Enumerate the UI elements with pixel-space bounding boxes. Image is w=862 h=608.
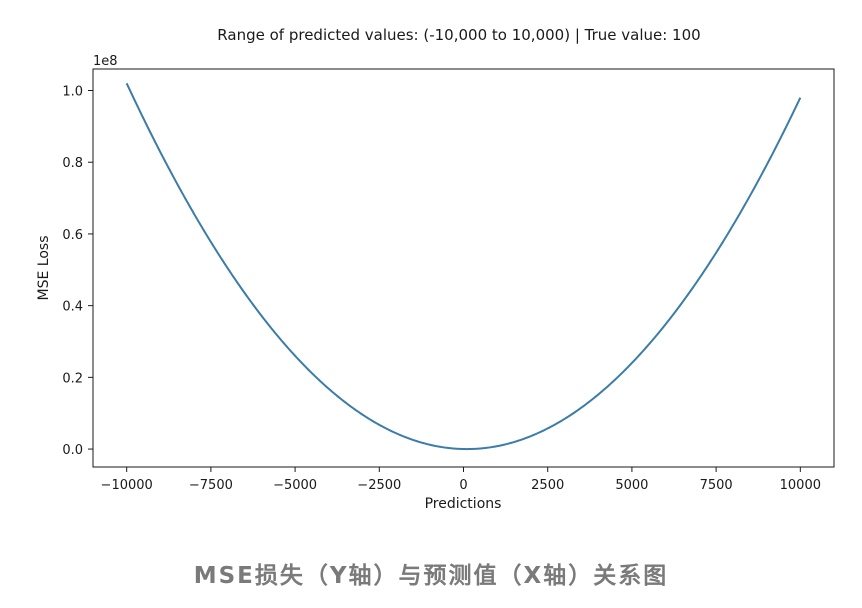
- y-tick-label: 0.6: [62, 228, 83, 243]
- x-tick-label: 7500: [700, 478, 733, 493]
- plot-frame: [92, 68, 835, 468]
- x-axis-ticks: −10000 −7500 −5000 −2500 0 2500 5000 7500 10000: [101, 467, 821, 493]
- x-tick-label: −7500: [189, 478, 233, 493]
- x-tick-label: 0: [459, 478, 467, 493]
- y-axis-ticks: 0.0 0.2 0.4 0.6 0.8 1.0: [62, 85, 93, 458]
- x-tick-label: 10000: [780, 478, 821, 493]
- y-axis-label: MSE Loss: [36, 236, 52, 301]
- mse-loss-line: [125, 82, 802, 451]
- y-tick-label: 0.0: [62, 443, 83, 458]
- chart-title: Range of predicted values: (-10,000 to 1…: [217, 26, 700, 44]
- x-tick-label: −5000: [273, 478, 317, 493]
- x-tick-label: 5000: [615, 478, 648, 493]
- y-tick-label: 0.4: [62, 300, 83, 315]
- x-tick-label: −2500: [357, 478, 401, 493]
- figure-caption: MSE损失（Y轴）与预测值（X轴）关系图: [193, 563, 669, 589]
- y-tick-label: 1.0: [62, 85, 83, 100]
- y-tick-label: 0.2: [62, 371, 83, 386]
- x-axis-label: Predictions: [425, 496, 502, 512]
- y-tick-label: 0.8: [62, 156, 83, 171]
- y-offset-label: 1e8: [93, 54, 118, 69]
- x-tick-label: −10000: [101, 478, 153, 493]
- x-tick-label: 2500: [531, 478, 564, 493]
